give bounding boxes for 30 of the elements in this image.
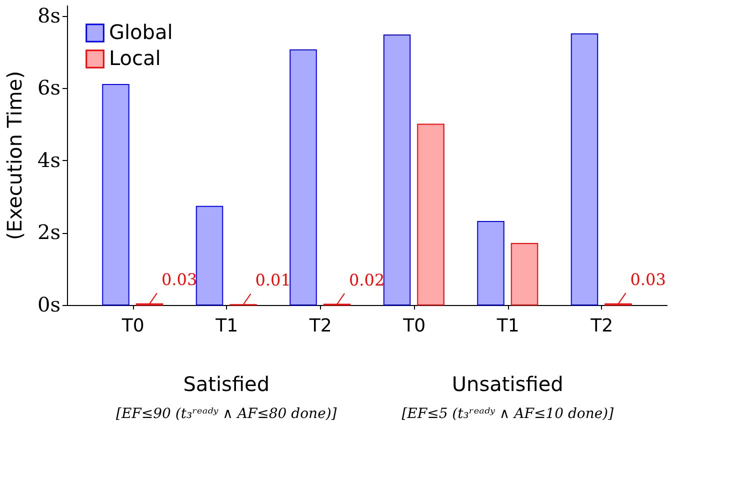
x-tick-label: T0 [120,316,144,336]
y-tick-label: 6s [38,76,60,100]
bar [290,49,317,306]
legend-label: Local [109,46,161,70]
text: [EF≤90 (t₃ʳᵉᵃᵈʸ ∧ AF≤80 done)] [116,406,338,422]
y-tick-label: 4s [38,148,60,172]
data-label: 0.01 [255,270,291,290]
bar [383,34,411,306]
x-tick-label: T1 [214,316,238,336]
bar [196,206,224,306]
text: [EF≤5 (t₃ʳᵉᵃᵈʸ ∧ AF≤10 done)] [402,406,614,422]
x-tick-label: T0 [402,316,426,336]
bar [510,243,538,306]
y-tick-label: 8s [38,3,60,28]
bar [417,124,444,306]
text: Unsatisfied [452,372,564,396]
bar [102,84,130,306]
data-label: 0.03 [630,270,666,289]
y-axis-title: (Execution Time) [2,70,27,240]
bar [477,221,504,306]
legend-label: Global [109,20,173,44]
y-tick-label: 0s [38,292,60,316]
x-tick-label: T2 [308,316,332,336]
x-tick-label: T2 [590,316,614,336]
bar [570,33,598,306]
x-tick-label: T1 [496,316,520,336]
data-label: 0.02 [349,270,385,290]
y-tick-label: 2s [38,220,60,244]
text: Satisfied [183,372,270,396]
data-label: 0.03 [162,270,198,289]
